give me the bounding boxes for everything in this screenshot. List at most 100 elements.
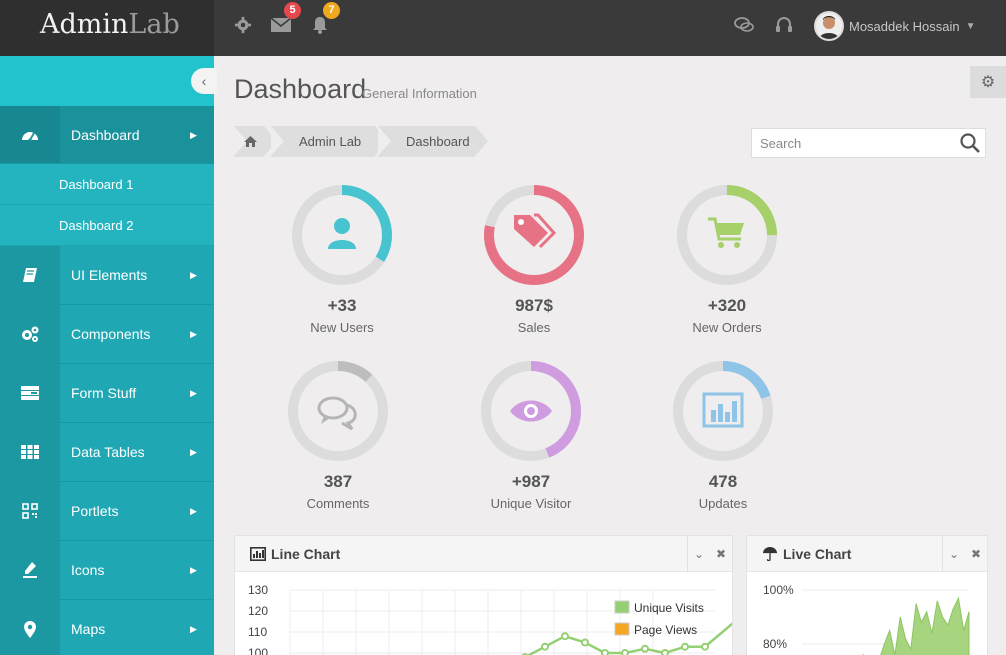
progress-ring <box>292 185 392 285</box>
book-icon <box>0 246 60 304</box>
stat-value: 987$ <box>515 296 553 315</box>
sidebar-item-label: Icons <box>71 562 105 578</box>
mail-count-badge: 5 <box>284 2 301 19</box>
headphones-icon[interactable] <box>773 14 795 36</box>
stat-label: Sales <box>517 320 551 335</box>
widget-title: Live Chart <box>783 546 852 562</box>
stat-updates[interactable]: 478 Updates <box>668 359 778 512</box>
chevron-right-icon: ▶ <box>190 270 197 280</box>
cogs-icon <box>0 305 60 363</box>
close-icon[interactable]: ✖ <box>970 547 982 561</box>
widget-header: Live Chart ⌄ ✖ <box>747 536 987 572</box>
home-icon <box>244 136 257 147</box>
breadcrumb-home[interactable] <box>234 126 277 157</box>
data-point <box>661 649 669 655</box>
notification-count-badge: 7 <box>323 2 340 19</box>
page-title: Dashboard <box>234 74 367 104</box>
progress-ring <box>288 361 388 461</box>
gear-icon[interactable] <box>232 14 254 36</box>
sidebar-item-dashboard[interactable]: Dashboard ▶ <box>0 106 214 164</box>
chevron-right-icon: ▶ <box>190 388 197 398</box>
chevron-right-icon: ▶ <box>190 447 197 457</box>
sidebar-subitem-dashboard-2[interactable]: Dashboard 2 <box>0 205 214 246</box>
breadcrumb-item-admin-lab[interactable]: Admin Lab <box>271 126 388 157</box>
bar-chart-icon <box>250 547 266 561</box>
legend-label: Page Views <box>634 623 697 637</box>
sidebar-item-label: Dashboard <box>71 127 140 143</box>
app-logo[interactable]: AdminLab <box>40 9 180 40</box>
progress-ring <box>673 361 773 461</box>
close-icon[interactable]: ✖ <box>715 547 727 561</box>
chat-icon[interactable] <box>733 14 755 36</box>
sidebar-item-label: Form Stuff <box>71 385 137 401</box>
search-input[interactable] <box>752 129 957 157</box>
live-chart-widget: Live Chart ⌄ ✖ 100% 80% <box>746 535 988 655</box>
top-navbar: AdminLab 5 7 Mosaddek Hossain ▼ <box>0 0 1006 56</box>
bell-icon[interactable]: 7 <box>309 2 340 36</box>
envelope-icon[interactable]: 5 <box>270 2 301 36</box>
sidebar-item-label: Components <box>71 326 151 342</box>
sidebar-item-icons[interactable]: Icons ▶ <box>0 541 214 600</box>
data-point <box>621 649 629 655</box>
chevron-down-icon[interactable]: ⌄ <box>948 547 960 561</box>
eye-icon <box>510 400 552 422</box>
line-chart: 130 120 110 100 Unique Visits Page Views <box>248 583 732 655</box>
search-icon[interactable] <box>959 132 981 154</box>
legend-swatch <box>614 622 630 636</box>
sidebar-item-form-stuff[interactable]: Form Stuff ▶ <box>0 364 214 423</box>
user-name: Mosaddek Hossain <box>849 18 960 34</box>
sidebar-subitem-dashboard-1[interactable]: Dashboard 1 <box>0 164 214 205</box>
sidebar-item-label: Data Tables <box>71 444 145 460</box>
data-point <box>701 642 709 651</box>
breadcrumb-item-dashboard[interactable]: Dashboard <box>378 126 488 157</box>
sidebar-item-label: UI Elements <box>71 267 148 283</box>
tags-icon <box>514 213 557 249</box>
stat-value: +320 <box>707 296 747 315</box>
stat-value: 478 <box>708 472 738 491</box>
y-tick-label: 120 <box>248 604 268 618</box>
data-point <box>601 649 609 655</box>
progress-ring <box>677 185 777 285</box>
sidebar-item-ui-elements[interactable]: UI Elements ▶ <box>0 246 214 305</box>
widget-tools: ⌄ ✖ <box>687 536 732 572</box>
breadcrumb-label: Admin Lab <box>299 134 362 149</box>
stat-label: New Orders <box>692 320 762 335</box>
stat-comments[interactable]: 387 Comments <box>283 359 393 512</box>
sidebar-collapse-button[interactable]: ‹ <box>191 68 217 94</box>
style-settings-button[interactable]: ⚙ <box>970 66 1006 98</box>
comments-icon <box>317 396 357 431</box>
sidebar-item-portlets[interactable]: Portlets ▶ <box>0 482 214 541</box>
sidebar-item-components[interactable]: Components ▶ <box>0 305 214 364</box>
user-icon <box>328 218 356 249</box>
umbrella-icon <box>763 547 777 561</box>
legend-swatch <box>614 600 630 614</box>
user-menu[interactable]: Mosaddek Hossain ▼ <box>814 11 975 41</box>
data-point <box>681 642 689 651</box>
avatar <box>814 11 844 41</box>
sidebar-toggle-bar: ‹ <box>0 56 217 106</box>
sidebar-item-label: Maps <box>71 621 106 637</box>
line-chart-widget: Line Chart ⌄ ✖ 130 120 110 100 Unique Visits… <box>234 535 733 655</box>
chevron-right-icon: ▶ <box>190 624 197 634</box>
stat-label: Comments <box>306 496 370 511</box>
dashboard-icon <box>0 106 60 163</box>
sidebar-item-maps[interactable]: Maps ▶ <box>0 600 214 655</box>
widget-tools: ⌄ ✖ <box>942 536 987 572</box>
qrcode-icon <box>0 482 60 540</box>
stat-new-orders[interactable]: +320 New Orders <box>672 183 782 336</box>
chevron-right-icon: ▶ <box>190 506 197 516</box>
sidebar: ‹ Dashboard ▶ Dashboard 1 Dashboard 2 UI… <box>0 56 217 655</box>
cart-icon <box>708 217 744 248</box>
y-tick-label: 100 <box>248 646 268 655</box>
stat-unique-visitor[interactable]: +987 Unique Visitor <box>476 359 586 512</box>
stat-sales[interactable]: 987$ Sales <box>479 183 589 336</box>
stat-new-users[interactable]: +33 New Users <box>287 183 397 336</box>
data-point <box>541 642 549 651</box>
caret-down-icon: ▼ <box>965 20 976 32</box>
chevron-down-icon[interactable]: ⌄ <box>693 547 705 561</box>
sidebar-subitem-label: Dashboard 1 <box>59 177 134 192</box>
breadcrumb-label: Dashboard <box>406 134 470 149</box>
stat-label: New Users <box>310 320 374 335</box>
sidebar-item-data-tables[interactable]: Data Tables ▶ <box>0 423 214 482</box>
chevron-left-icon: ‹ <box>201 73 207 89</box>
